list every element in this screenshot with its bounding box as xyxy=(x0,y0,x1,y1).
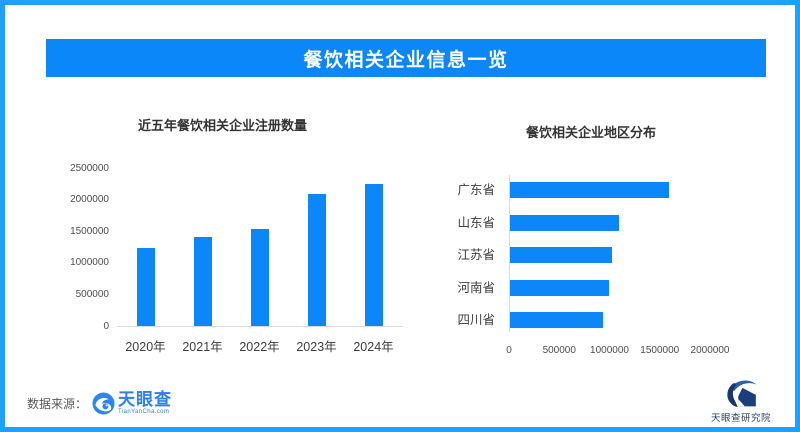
data-source: 数据来源： 天眼查 TianYanCha.com xyxy=(27,388,172,418)
x-axis-tick-label: 2000000 xyxy=(690,345,730,356)
tianyancha-institute-emblem-icon xyxy=(726,380,756,408)
tianyancha-name: 天眼查 xyxy=(118,390,173,409)
x-axis-tick-label: 500000 xyxy=(542,345,576,356)
x-axis-category-label: 2024年 xyxy=(353,340,394,354)
bar-四川省 xyxy=(510,312,604,329)
institute-logo: 天眼查研究院 xyxy=(705,377,777,424)
y-axis-tick-label: 2500000 xyxy=(70,162,109,174)
y-axis-tick-label: 2000000 xyxy=(70,194,109,206)
registrations-bar-chart: 近五年餐饮相关企业注册数量 0 500000 1000000 1500000 20000… xyxy=(65,110,415,370)
tianyancha-logo: 天眼查 TianYanCha.com xyxy=(92,391,172,415)
category-label: 四川省 xyxy=(457,313,495,328)
x-axis-tick-label: 1000000 xyxy=(590,345,629,356)
y-axis-tick-label: 1500000 xyxy=(70,225,109,237)
bar-2021年 xyxy=(193,236,212,326)
x-axis-category-label: 2021年 xyxy=(182,340,223,354)
tianyancha-wordmark: 天眼查 TianYanCha.com xyxy=(118,391,172,415)
header-banner: 餐饮相关企业信息一览 xyxy=(46,39,766,77)
y-axis-tick-label: 1000000 xyxy=(70,257,109,269)
bar-河南省 xyxy=(510,279,610,296)
y-axis-tick-label: 0 xyxy=(103,320,109,332)
bar-2024年 xyxy=(364,184,383,326)
category-label: 广东省 xyxy=(457,183,495,198)
bar-2022年 xyxy=(250,229,269,326)
institute-name: 天眼查研究院 xyxy=(710,413,771,424)
x-axis-line xyxy=(117,326,403,327)
y-axis-tick-label: 500000 xyxy=(75,288,109,300)
tianyancha-eye-icon xyxy=(92,391,115,415)
bar-江苏省 xyxy=(510,247,612,264)
x-axis-tick-label: 0 xyxy=(506,345,512,356)
right-chart-title: 餐饮相关企业地区分布 xyxy=(526,125,657,140)
bar-2020年 xyxy=(136,248,155,326)
tianyancha-domain: TianYanCha.com xyxy=(118,409,170,415)
x-axis-category-label: 2020年 xyxy=(125,340,166,354)
page-title: 餐饮相关企业信息一览 xyxy=(303,49,509,71)
left-chart-title: 近五年餐饮相关企业注册数量 xyxy=(138,118,308,133)
category-label: 江苏省 xyxy=(457,248,495,263)
x-axis-category-label: 2022年 xyxy=(239,340,280,354)
region-distribution-bar-chart: 餐饮相关企业地区分布 广东省山东省江苏省河南省四川省 0 500000 1000000… xyxy=(425,110,795,370)
bar-广东省 xyxy=(510,182,669,199)
x-axis-category-label: 2023年 xyxy=(296,340,337,354)
data-source-label: 数据来源： xyxy=(27,396,88,411)
bar-山东省 xyxy=(510,214,619,231)
category-label: 山东省 xyxy=(457,215,495,230)
bar-2023年 xyxy=(307,193,326,326)
y-axis-line xyxy=(509,175,510,332)
x-axis-tick-label: 1500000 xyxy=(640,345,680,356)
category-label: 河南省 xyxy=(457,280,495,295)
